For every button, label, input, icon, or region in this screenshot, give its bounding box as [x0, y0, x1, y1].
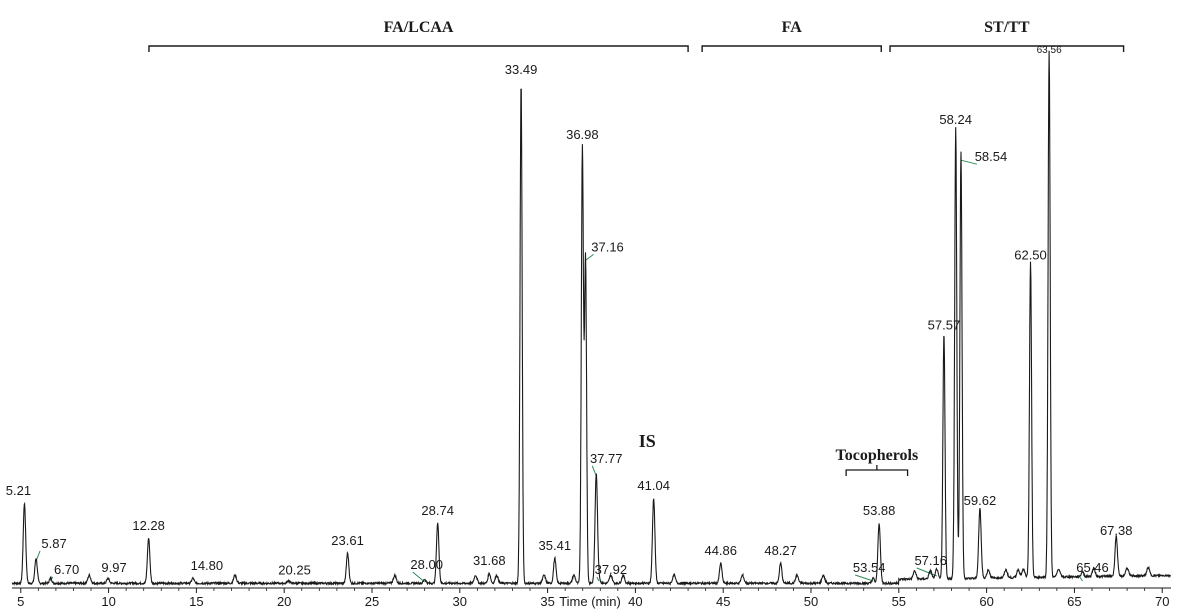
peak-label-14-80: 14.80 [191, 558, 224, 573]
chromatogram-trace [11, 50, 1171, 587]
peak-label-9-97: 9.97 [101, 560, 126, 575]
leader-line-37-16 [585, 253, 594, 261]
x-tick-label-40: 40 [628, 594, 642, 609]
x-tick-label-70: 70 [1155, 594, 1169, 609]
peak-label-58-54: 58.54 [975, 149, 1008, 164]
x-tick-label-5: 5 [17, 594, 24, 609]
peak-label-6-70: 6.70 [54, 562, 79, 577]
peak-label-28-00: 28.00 [410, 557, 443, 572]
leader-line-37-77 [591, 465, 597, 476]
peak-label-28-74: 28.74 [421, 503, 454, 518]
leader-line-58-54 [960, 159, 978, 165]
peak-label-37-77: 37.77 [590, 451, 623, 466]
peak-label-5-87: 5.87 [41, 536, 66, 551]
peak-label-57-57: 57.57 [928, 318, 961, 333]
peak-label-37-16: 37.16 [591, 239, 624, 254]
x-tick-label-10: 10 [101, 594, 115, 609]
peak-label-23-61: 23.61 [331, 533, 364, 548]
x-axis: 5 10 15 20 25 30 35 40 45 50 55 60 65 70 [12, 587, 1171, 609]
peak-label-36-98: 36.98 [566, 127, 599, 142]
internal-standard-label: IS [639, 431, 656, 451]
x-tick-label-30: 30 [453, 594, 467, 609]
region-brackets: FA/LCAA FA ST/TT Tocopherols IS [148, 19, 1125, 476]
x-tick-label-25: 25 [365, 594, 379, 609]
region-bracket-0 [148, 45, 689, 52]
tocopherols-label: Tocopherols [836, 447, 919, 464]
leader-line-28-00 [412, 571, 425, 583]
peak-label-5-21: 5.21 [6, 483, 31, 498]
tocopherols-bracket [845, 469, 909, 476]
peak-label-62-50: 62.50 [1014, 247, 1047, 262]
peak-label-20-25: 20.25 [278, 562, 311, 577]
peak-label-63-56: 63.56 [1037, 45, 1062, 56]
peak-label-33-49: 33.49 [505, 62, 538, 77]
peak-label-67-38: 67.38 [1100, 523, 1133, 538]
peak-label-53-88: 53.88 [863, 503, 896, 518]
x-tick-label-20: 20 [277, 594, 291, 609]
peak-label-37-92: 37.92 [595, 562, 628, 577]
peak-label-41-04: 41.04 [637, 478, 670, 493]
peak-labels: 5.21 5.87 6.70 9.97 12.28 14.80 20.25 23.61 28.0… [6, 45, 1133, 577]
peak-label-59-62: 59.62 [964, 493, 997, 508]
x-tick-label-15: 15 [189, 594, 203, 609]
peak-label-58-24: 58.24 [939, 112, 972, 127]
region-bracket-label-2: ST/TT [984, 19, 1030, 36]
trace-line [11, 50, 1171, 587]
peak-label-35-41: 35.41 [539, 538, 572, 553]
leader-line-53-54 [855, 574, 874, 582]
region-bracket-2 [889, 45, 1125, 52]
x-tick-label-60: 60 [979, 594, 993, 609]
x-tick-label-35: 35 [540, 594, 554, 609]
x-tick-label-65: 65 [1067, 594, 1081, 609]
leader-line-57-16 [916, 567, 937, 577]
peak-label-65-46: 65.46 [1076, 560, 1109, 575]
x-tick-label-45: 45 [716, 594, 730, 609]
x-axis-title: Time (min) [559, 594, 621, 609]
peak-label-31-68: 31.68 [473, 553, 506, 568]
peak-label-12-28: 12.28 [132, 518, 165, 533]
region-bracket-label-0: FA/LCAA [384, 19, 454, 36]
region-bracket-label-1: FA [782, 19, 803, 36]
peak-label-48-27: 48.27 [764, 543, 797, 558]
leader-line-37-92 [596, 576, 600, 582]
x-tick-label-50: 50 [804, 594, 818, 609]
peak-leader-lines [35, 159, 1083, 583]
x-tick-label-55: 55 [892, 594, 906, 609]
peak-label-53-54: 53.54 [853, 560, 886, 575]
region-bracket-1 [701, 45, 882, 52]
peak-label-44-86: 44.86 [704, 543, 737, 558]
peak-label-57-16: 57.16 [914, 553, 947, 568]
